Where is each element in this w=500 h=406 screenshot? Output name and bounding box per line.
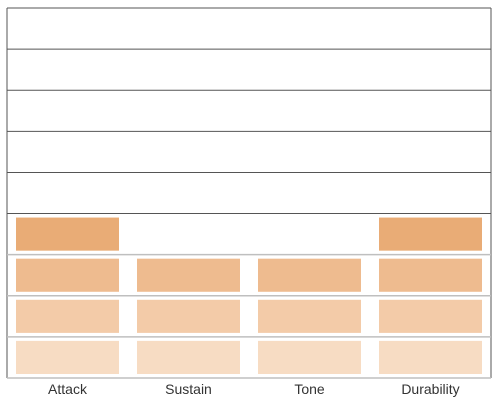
bar-layer bbox=[16, 217, 482, 374]
bar-block-sustain-1 bbox=[137, 340, 240, 374]
bar-block-durability-2 bbox=[379, 299, 482, 333]
bar-block-durability-3 bbox=[379, 258, 482, 292]
bar-block-attack-2 bbox=[16, 299, 119, 333]
x-tick-label: Tone bbox=[294, 381, 325, 397]
bar-block-tone-3 bbox=[258, 258, 361, 292]
bar-block-attack-3 bbox=[16, 258, 119, 292]
x-tick-label: Sustain bbox=[165, 381, 212, 397]
bar-block-tone-2 bbox=[258, 299, 361, 333]
grid-layer bbox=[6, 7, 492, 379]
bar-block-tone-1 bbox=[258, 340, 361, 374]
bar-block-sustain-2 bbox=[137, 299, 240, 333]
bar-block-sustain-3 bbox=[137, 258, 240, 292]
bar-block-attack-1 bbox=[16, 340, 119, 374]
bar-block-durability-1 bbox=[379, 340, 482, 374]
bar-block-durability-4 bbox=[379, 217, 482, 251]
x-tick-label: Attack bbox=[48, 381, 88, 397]
label-layer: Attack Sustain Tone Durability bbox=[48, 381, 460, 397]
x-tick-label: Durability bbox=[401, 381, 459, 397]
bar-block-attack-4 bbox=[16, 217, 119, 251]
